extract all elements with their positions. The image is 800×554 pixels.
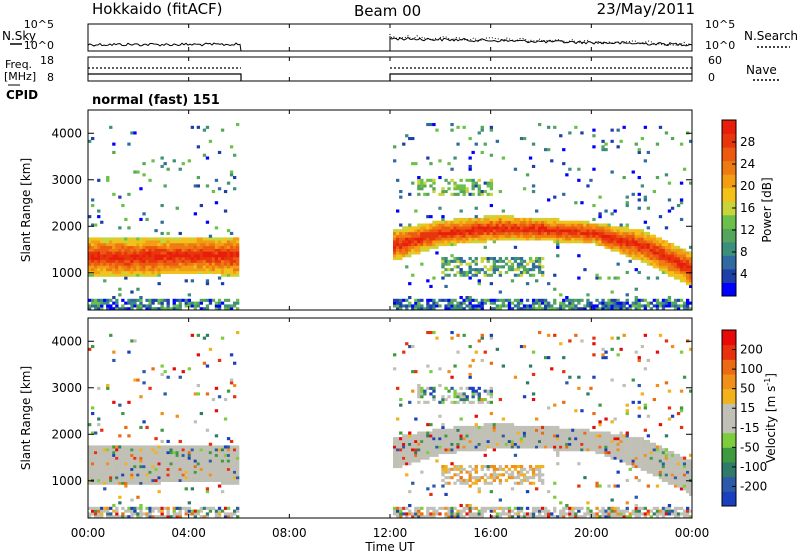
cpid-label: CPID: [6, 88, 38, 102]
nave-label: Nave: [746, 63, 777, 77]
velocity-echo-cells: [88, 331, 693, 519]
x-axis: 00:00 04:00 08:00 12:00 16:00 20:00 00:00: [71, 24, 710, 540]
velocity-colorbar-swatch: [722, 418, 736, 434]
date-title: 23/May/2011: [597, 0, 695, 18]
x-tick-label: 00:00: [675, 526, 710, 540]
power-colorbar-swatch: [722, 268, 736, 283]
power-colorbar: 4 8 12 16 20 24 28: [721, 119, 755, 297]
freq-tick-top: 18: [40, 54, 54, 67]
velocity-ytick-label: 1000: [51, 474, 82, 488]
x-tick-label: 00:00: [71, 526, 106, 540]
nave-tick-top: 60: [708, 54, 722, 67]
velocity-ytick-label: 3000: [51, 381, 82, 395]
freq-panel: Freq. [MHz] 18 8 60 0 Nave CPID normal (…: [4, 54, 780, 108]
power-colorbar-swatch: [722, 133, 736, 148]
velocity-colorbar-swatch: [722, 388, 736, 404]
power-colorbar-swatch: [722, 241, 736, 256]
velocity-colorbar-swatch: [722, 359, 736, 375]
velocity-colorbar-swatch: [722, 374, 736, 390]
velocity-colorbar-tick: -100: [740, 460, 767, 474]
velocity-colorbar-tick: 15: [740, 401, 755, 415]
power-colorbar-tick: 28: [740, 135, 755, 149]
power-colorbar-swatch: [722, 160, 736, 175]
freq-tick-bottom: 8: [47, 71, 54, 84]
power-colorbar-label: Power [dB]: [760, 177, 774, 242]
nsky-label: N.Sky: [2, 29, 36, 43]
nsearch-label: N.Search: [744, 29, 798, 43]
power-colorbar-swatch: [722, 201, 736, 216]
power-colorbar-tick: 8: [740, 245, 748, 259]
power-colorbar-tick: 24: [740, 157, 755, 171]
x-tick-label: 12:00: [373, 526, 408, 540]
velocity-panel: 1000 2000 3000 4000 Slant Range [km] 200 100…: [19, 317, 778, 519]
velocity-colorbar-swatch: [722, 491, 736, 507]
velocity-colorbar-tick: -200: [740, 479, 767, 493]
velocity-colorbar-label: Velocity [m s-1]: [763, 373, 778, 463]
nave-tick-bottom: 0: [708, 71, 715, 84]
velocity-ylabel: Slant Range [km]: [19, 366, 33, 470]
velocity-colorbar-swatch: [722, 344, 736, 360]
cpid-value: normal (fast) 151: [92, 93, 220, 108]
velocity-colorbar-tick: -15: [740, 421, 760, 435]
beam-title: Beam 00: [354, 2, 421, 20]
power-colorbar-swatch: [722, 214, 736, 229]
velocity-colorbar: 200 100 50 15 -15 -50 -100 -200: [721, 329, 767, 507]
velocity-colorbar-swatch: [722, 403, 736, 419]
station-title: Hokkaido (fitACF): [92, 0, 223, 18]
power-colorbar-swatch: [722, 174, 736, 189]
velocity-colorbar-swatch: [722, 330, 736, 346]
x-tick-label: 08:00: [272, 526, 307, 540]
power-colorbar-swatch: [722, 147, 736, 162]
velocity-ytick-label: 2000: [51, 427, 82, 441]
velocity-ytick-label: 4000: [51, 334, 82, 348]
power-colorbar-swatch: [722, 120, 736, 135]
x-axis-label: Time UT: [364, 540, 415, 554]
power-echo-cells: [88, 123, 693, 311]
noise-tick-top-right: 10^5: [705, 18, 735, 31]
power-colorbar-tick: 4: [740, 267, 748, 281]
velocity-colorbar-tick: 100: [740, 362, 763, 376]
noise-tick-bottom: 10^0: [24, 39, 54, 52]
velocity-colorbar-tick: 50: [740, 382, 755, 396]
velocity-colorbar-swatch: [722, 462, 736, 478]
velocity-colorbar-tick: -50: [740, 440, 760, 454]
noise-panel: N.Sky 10^5 10^0 10^5 10^0 N.Search: [2, 18, 798, 52]
velocity-colorbar-swatch: [722, 476, 736, 492]
power-colorbar-swatch: [722, 187, 736, 202]
power-ytick-label: 3000: [51, 173, 82, 187]
power-panel: 1000 2000 3000 4000 Slant Range [km] 4 8 12 16…: [19, 109, 774, 311]
power-colorbar-tick: 16: [740, 201, 755, 215]
x-tick-label: 04:00: [171, 526, 206, 540]
power-colorbar-swatch: [722, 282, 736, 297]
power-ytick-label: 2000: [51, 219, 82, 233]
velocity-colorbar-tick: 200: [740, 343, 763, 357]
freq-label: Freq.: [5, 58, 32, 71]
velocity-colorbar-swatch: [722, 432, 736, 448]
power-ytick-label: 4000: [51, 126, 82, 140]
x-tick-label: 16:00: [473, 526, 508, 540]
power-ylabel: Slant Range [km]: [19, 158, 33, 262]
power-ytick-label: 1000: [51, 266, 82, 280]
freq-unit: [MHz]: [4, 70, 36, 83]
power-colorbar-swatch: [722, 255, 736, 270]
x-tick-label: 20:00: [574, 526, 609, 540]
power-colorbar-tick: 20: [740, 179, 755, 193]
nsky-series: [87, 36, 693, 52]
power-colorbar-tick: 12: [740, 223, 755, 237]
noise-tick-top: 10^5: [24, 18, 54, 31]
noise-tick-bottom-right: 10^0: [705, 39, 735, 52]
velocity-colorbar-swatch: [722, 447, 736, 463]
power-colorbar-swatch: [722, 228, 736, 243]
